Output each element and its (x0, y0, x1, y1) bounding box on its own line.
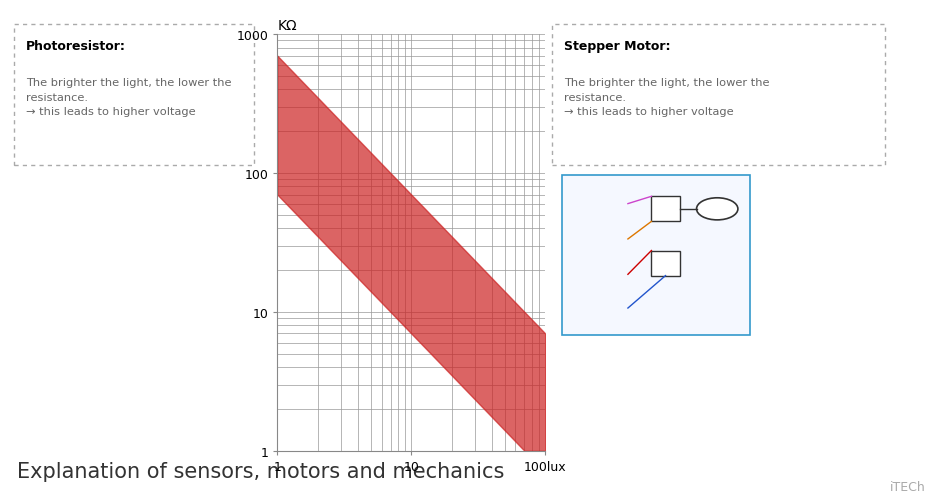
Text: 2，  Pink: 2， Pink (573, 199, 619, 209)
FancyBboxPatch shape (562, 175, 750, 336)
FancyBboxPatch shape (651, 251, 680, 276)
Text: KΩ: KΩ (277, 19, 297, 33)
Text: The brighter the light, the lower the
resistance.
→ this leads to higher voltage: The brighter the light, the lower the re… (564, 78, 770, 117)
Text: 1，  Blue: 1， Blue (573, 304, 619, 314)
Text: M: M (712, 204, 723, 214)
Text: iTECh: iTECh (890, 480, 926, 493)
Text: 5，  Red: 5， Red (573, 270, 616, 280)
Text: 4，  Orange: 4， Orange (573, 234, 637, 244)
Text: 3，  Yellow: 3， Yellow (573, 323, 631, 333)
Text: Photoresistor:: Photoresistor: (26, 40, 126, 53)
FancyBboxPatch shape (651, 197, 680, 222)
Text: Stepper Motor:: Stepper Motor: (564, 40, 670, 53)
Text: Explanation of sensors, motors and mechanics: Explanation of sensors, motors and mecha… (17, 461, 504, 481)
Text: The brighter the light, the lower the
resistance.
→ this leads to higher voltage: The brighter the light, the lower the re… (26, 78, 232, 117)
Circle shape (697, 198, 738, 220)
